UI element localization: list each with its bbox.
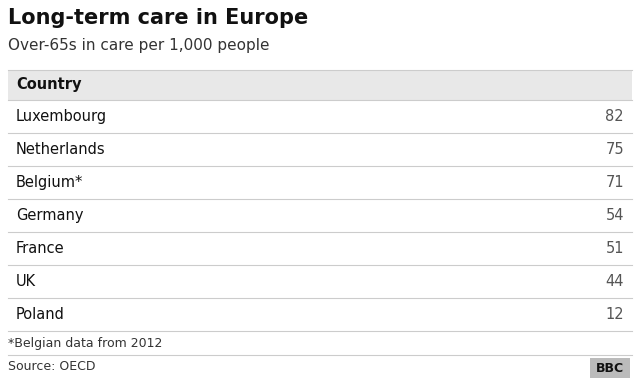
Text: Over-65s in care per 1,000 people: Over-65s in care per 1,000 people (8, 38, 269, 53)
Text: 75: 75 (605, 142, 624, 157)
Text: 12: 12 (605, 307, 624, 322)
Text: 82: 82 (605, 109, 624, 124)
Text: Poland: Poland (16, 307, 65, 322)
Text: 54: 54 (605, 208, 624, 223)
Text: Long-term care in Europe: Long-term care in Europe (8, 8, 308, 28)
Text: 44: 44 (605, 274, 624, 289)
Text: BBC: BBC (596, 361, 624, 375)
Text: Luxembourg: Luxembourg (16, 109, 107, 124)
Text: *Belgian data from 2012: *Belgian data from 2012 (8, 337, 163, 350)
Text: Belgium*: Belgium* (16, 175, 83, 190)
Text: Netherlands: Netherlands (16, 142, 106, 157)
Text: 51: 51 (605, 241, 624, 256)
Text: Source: OECD: Source: OECD (8, 360, 95, 373)
Text: 71: 71 (605, 175, 624, 190)
Text: Germany: Germany (16, 208, 83, 223)
Text: UK: UK (16, 274, 36, 289)
Text: France: France (16, 241, 65, 256)
Text: Country: Country (16, 77, 81, 92)
